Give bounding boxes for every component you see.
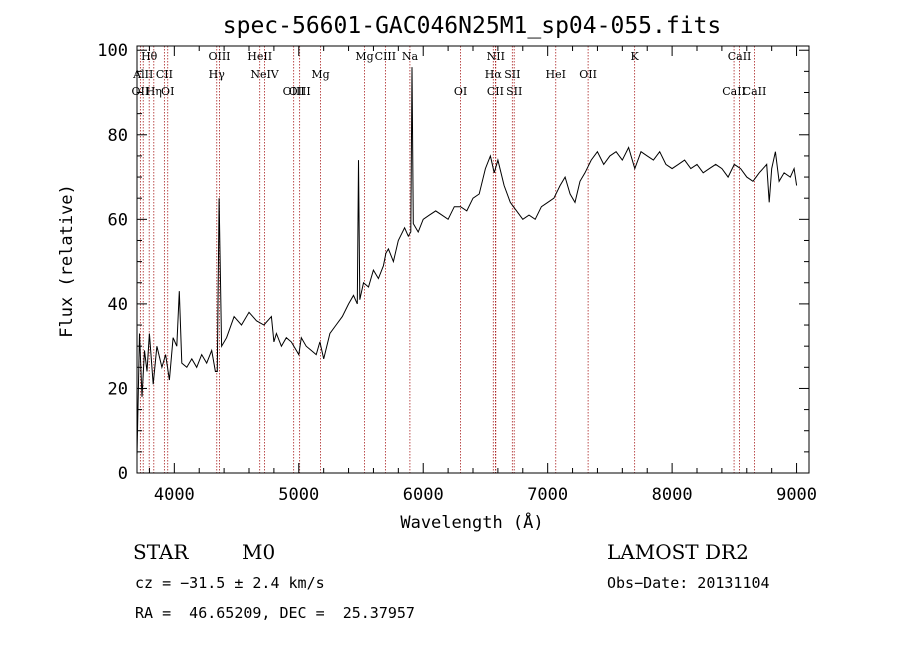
line-label: CaII [722, 85, 746, 98]
y-tick-label: 60 [108, 210, 128, 230]
line-label: OII [579, 68, 597, 81]
line-label: Hθ [141, 50, 158, 63]
x-axis-ticks: 4000 5000 6000 7000 8000 9000 [148, 46, 817, 505]
line-label: CII [156, 68, 173, 81]
line-label: OIII [289, 85, 311, 98]
line-label: Hγ [209, 68, 226, 81]
x-tick-label: 9000 [776, 485, 817, 505]
line-label: Mg [355, 50, 373, 63]
line-label: NeIV [250, 68, 279, 81]
line-label: K [631, 50, 640, 63]
line-label: AlII [132, 68, 153, 81]
line-label: NII [487, 50, 505, 63]
redshift-readout: cz = −31.5 ± 2.4 km/s [135, 574, 325, 592]
line-label: Hα [485, 68, 503, 81]
line-label: SII [504, 68, 520, 81]
line-label: CII [487, 85, 504, 98]
line-label: SII [506, 85, 522, 98]
y-tick-label: 0 [118, 464, 128, 484]
y-tick-label: 40 [108, 295, 128, 315]
object-class: STAR [133, 540, 189, 564]
y-tick-label: 100 [97, 41, 128, 61]
x-tick-label: 4000 [154, 485, 195, 505]
y-axis-label: Flux (relative) [57, 184, 77, 338]
line-label: Na [402, 50, 419, 63]
line-label: Mg [311, 68, 329, 81]
y-tick-label: 20 [108, 379, 128, 399]
object-subclass: M0 [242, 540, 276, 564]
x-axis-label: Wavelength (Å) [400, 511, 543, 533]
survey-name: LAMOST DR2 [607, 540, 749, 564]
x-tick-label: 7000 [527, 485, 568, 505]
observation-date: Obs−Date: 20131104 [607, 574, 770, 592]
plot-frame [136, 45, 810, 474]
line-label: CaII [743, 85, 767, 98]
line-label: HeI [546, 68, 566, 81]
line-label: OI [161, 85, 174, 98]
line-label: HeII [247, 50, 272, 63]
spectrum-line [136, 67, 798, 457]
emission-line-markers [139, 46, 755, 473]
line-label: OIII [283, 85, 305, 98]
x-tick-label: 6000 [403, 485, 444, 505]
y-axis-ticks: 0 20 40 60 80 100 [97, 41, 809, 484]
chart-title: spec-56601-GAC046N25M1_sp04-055.fits [223, 13, 722, 39]
coordinates-readout: RA = 46.65209, DEC = 25.37957 [135, 604, 415, 622]
line-label: CIII [375, 50, 396, 63]
x-tick-label: 8000 [652, 485, 693, 505]
line-label: OIII [208, 50, 230, 63]
line-label: CaII [728, 50, 752, 63]
line-label: Hη [146, 85, 162, 98]
y-tick-label: 80 [108, 126, 128, 146]
line-label: OI [454, 85, 467, 98]
line-label: OII [132, 85, 150, 98]
x-tick-label: 5000 [278, 485, 319, 505]
